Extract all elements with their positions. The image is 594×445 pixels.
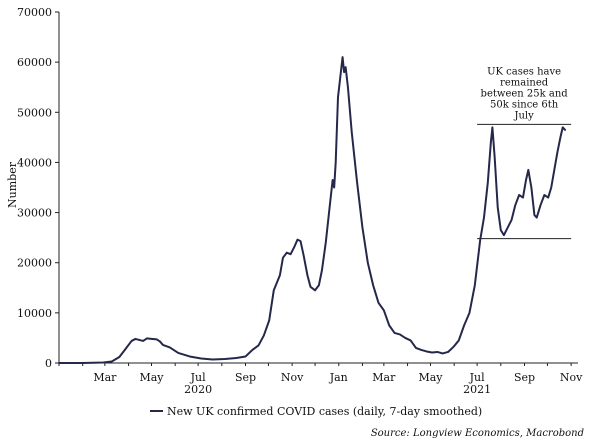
annotation-band [477,123,572,240]
annotation-line: July [513,110,534,121]
x-tick-label: Mar [93,371,117,384]
y-tick-label: 70000 [17,6,52,19]
annotation-line: UK cases have [487,66,561,77]
y-tick-label: 50000 [17,106,52,119]
y-tick-label: 60000 [17,56,52,69]
x-axis-ticks: Mar May Jul Sep Nov Jan Mar May Jul Sep Nov 2020 202… [58,363,583,396]
x-tick-label: Jul [190,371,206,384]
axes [58,12,578,364]
y-axis-ticks: 0 10000 20000 30000 40000 50000 60000 70000 [17,6,59,370]
source-note: Source: Longview Economics, Macrobond [371,428,584,439]
x-year-label: 2020 [184,383,212,396]
y-tick-label: 40000 [17,156,52,169]
y-tick-label: 10000 [17,307,52,320]
annotation-line: 50k since 6th [490,99,559,110]
y-tick-label: 0 [45,357,52,370]
x-year-label: 2021 [463,383,491,396]
x-tick-label: May [139,371,164,384]
annotation-line: between 25k and [481,88,569,99]
annotation-line: remained [500,77,549,88]
x-tick-label: Sep [514,371,535,384]
x-tick-label: Nov [281,371,304,384]
x-tick-label: Jul [469,371,485,384]
x-tick-label: Jan [329,371,348,384]
y-tick-label: 30000 [17,207,52,220]
series-line-uk-cases [58,56,567,364]
y-axis-label: Number [6,161,19,208]
x-tick-label: Sep [235,371,256,384]
x-tick-label: May [418,371,443,384]
x-tick-label: Nov [560,371,583,384]
legend-label: New UK confirmed COVID cases (daily, 7-d… [167,405,482,418]
x-tick-label: Mar [372,371,396,384]
y-tick-label: 20000 [17,257,52,270]
